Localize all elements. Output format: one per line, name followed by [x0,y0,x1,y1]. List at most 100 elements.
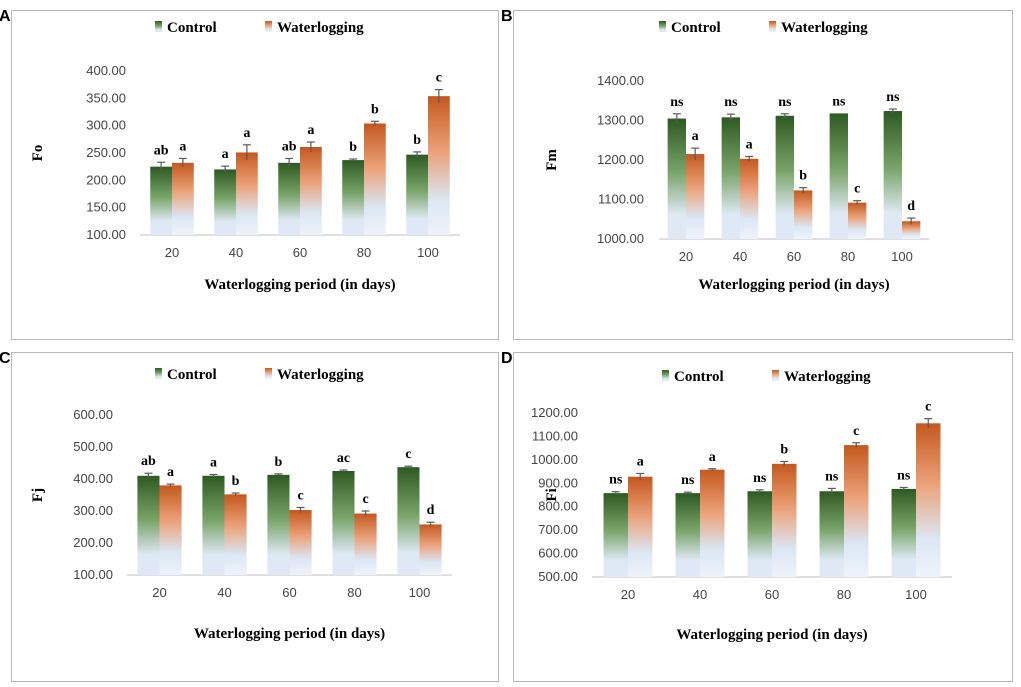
y-tick-label: 250.00 [86,145,126,160]
sig-label-control: a [210,456,217,471]
y-tick-label: 1100.00 [598,192,644,207]
bar-control [397,467,420,575]
bar-control [891,488,916,577]
panel-letter: D [501,350,513,367]
bar-control [278,162,300,235]
bar-waterlogging [224,494,247,575]
bar-control [819,491,844,577]
sig-label-waterlogging: a [709,450,716,465]
y-tick-label: 200.00 [86,172,126,187]
legend-swatch-control [659,21,666,32]
sig-label-waterlogging: d [907,199,915,214]
y-tick-label: 1000.00 [597,231,644,246]
x-tick-label: 100 [891,249,913,264]
sig-label-waterlogging: b [780,442,788,457]
bar-control [883,111,902,239]
y-tick-label: 300.00 [86,118,126,133]
x-tick-label: 80 [357,245,371,260]
bar-waterlogging [289,510,312,575]
x-tick-label: 40 [693,587,707,602]
panel-a: A Control Waterlogging 100.00 150.00 200.00 2… [0,8,499,340]
sig-label-control: ns [832,94,846,109]
y-tick-label: 900.00 [538,475,578,490]
legend-label-control: Control [674,369,724,385]
y-tick-label: 600.00 [538,546,578,561]
y-tick-label: 300.00 [73,503,113,518]
legend-swatch-waterlogging [265,21,272,32]
legend-swatch-waterlogging [769,21,776,32]
bar-control [137,475,160,575]
x-axis-label: Waterlogging period (in days) [676,627,867,643]
x-tick-label: 100 [417,245,439,260]
bar-control [214,169,236,235]
x-tick-label: 60 [787,249,801,264]
bar-waterlogging [916,423,941,577]
panel-letter: C [0,350,11,367]
sig-label-control: ab [282,139,297,154]
bar-control [747,491,772,577]
x-tick-label: 20 [152,585,166,600]
x-tick-label: 100 [905,587,927,602]
panel-letter: A [0,8,11,25]
panel-d: D Control Waterlogging 500.00 600.00 700.00 8… [501,350,1013,682]
y-tick-label: 1300.00 [597,113,644,128]
bar-waterlogging [700,469,725,577]
y-tick-label: 1000.00 [531,452,578,467]
sig-label-control: ns [825,469,839,484]
bar-waterlogging [364,123,386,235]
y-tick-label: 400.00 [86,63,126,78]
chart-a-svg: Control Waterlogging 100.00 150.00 200.00 250… [30,20,460,293]
sig-label-control: b [413,133,421,148]
sig-label-control: ns [670,95,684,110]
chart-d-svg: Control Waterlogging 500.00 600.00 700.00 800… [531,369,952,643]
sig-label-control: ns [753,471,767,486]
y-tick-label: 500.00 [538,569,578,584]
sig-label-waterlogging: a [167,465,174,480]
chart-b-svg: Control Waterlogging 1000.00 1100.00 1200.00… [544,20,929,293]
chart-c-svg: Control Waterlogging 100.00 200.00 300.00 400… [30,367,452,642]
x-tick-label: 40 [229,245,243,260]
bar-control [721,117,740,239]
bar-waterlogging [848,202,867,239]
x-tick-label: 60 [282,585,296,600]
y-axis-label: Fj [30,488,46,502]
legend-swatch-control [155,21,162,32]
x-tick-label: 80 [837,587,851,602]
bar-waterlogging [419,524,442,575]
sig-label-waterlogging: c [854,182,860,197]
bar-waterlogging [354,513,377,575]
x-axis-label: Waterlogging period (in days) [194,626,385,642]
sig-label-waterlogging: b [799,169,807,184]
sig-label-waterlogging: c [925,400,931,415]
sig-label-waterlogging: c [297,488,303,503]
bar-waterlogging [159,485,182,575]
bar-waterlogging [428,96,450,235]
legend: Control Waterlogging [662,369,871,385]
panel-letter: B [501,8,513,25]
x-tick-label: 60 [293,245,307,260]
x-tick-label: 100 [409,585,431,600]
bar-waterlogging [794,190,813,239]
sig-label-control: ns [724,95,738,110]
bar-waterlogging [844,445,869,577]
bar-waterlogging [772,463,797,577]
sig-label-control: ns [778,95,792,110]
sig-label-control: ns [897,469,911,484]
y-axis-label: Fi [544,488,560,501]
bar-waterlogging [686,154,705,239]
y-tick-label: 1100.00 [532,428,578,443]
sig-label-waterlogging: b [371,102,379,117]
legend-swatch-waterlogging [265,368,272,379]
y-tick-label: 700.00 [538,522,578,537]
legend-label-waterlogging: Waterlogging [277,367,364,383]
legend-label-waterlogging: Waterlogging [277,20,364,36]
x-tick-label: 40 [733,249,747,264]
legend-label-control: Control [167,20,217,36]
sig-label-waterlogging: c [853,424,859,439]
sig-label-waterlogging: d [427,503,435,518]
bar-waterlogging [902,221,921,239]
bar-waterlogging [236,152,258,235]
sig-label-control: ac [337,451,350,466]
bar-control [267,474,290,575]
y-tick-label: 100.00 [86,227,126,242]
